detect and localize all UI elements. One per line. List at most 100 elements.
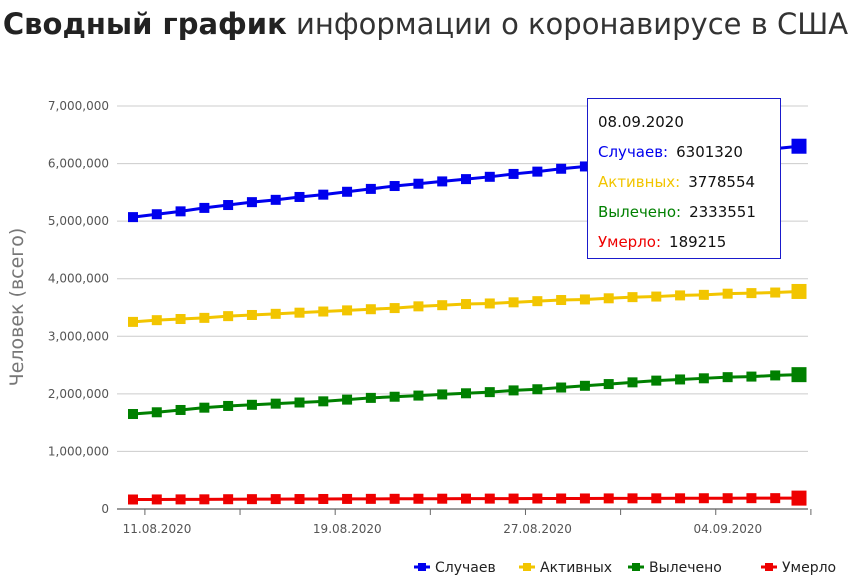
data-point: [175, 404, 186, 415]
data-point: [389, 493, 400, 504]
data-point: [246, 197, 257, 208]
data-point: [770, 493, 781, 504]
data-point: [342, 186, 353, 197]
data-point: [675, 493, 686, 504]
data-point: [318, 306, 329, 317]
data-point: [770, 287, 781, 298]
data-point: [556, 493, 567, 504]
data-point: [603, 293, 614, 304]
data-point: [199, 494, 210, 505]
data-point: [791, 138, 807, 154]
data-point: [318, 493, 329, 504]
data-point: [270, 194, 281, 205]
data-point: [413, 301, 424, 312]
data-point: [342, 394, 353, 405]
data-point: [746, 288, 757, 299]
y-tick-label: 5,000,000: [48, 214, 109, 228]
data-point: [437, 493, 448, 504]
data-point: [151, 315, 162, 326]
data-point: [199, 312, 210, 323]
y-tick-label: 6,000,000: [48, 157, 109, 171]
tooltip-row-recovered: Вылечено: 2333551: [598, 201, 770, 231]
data-point: [318, 396, 329, 407]
y-tick-label: 7,000,000: [48, 99, 109, 113]
data-point: [389, 181, 400, 192]
tooltip-value-recovered: 2333551: [689, 203, 756, 221]
data-point: [318, 189, 329, 200]
data-point: [223, 311, 234, 322]
x-axis: 11.08.2020 19.08.2020 27.08.2020 04.09.2020: [117, 508, 812, 536]
data-point: [532, 384, 543, 395]
data-point: [175, 494, 186, 505]
data-point: [128, 212, 138, 223]
data-point: [651, 291, 662, 302]
x-tick-label: 27.08.2020: [503, 522, 572, 536]
data-point: [791, 490, 807, 506]
legend-label: Вылечено: [649, 560, 722, 576]
data-point: [128, 494, 138, 505]
data-point: [270, 308, 281, 319]
legend-marker: [418, 563, 426, 571]
legend-label: Случаев: [435, 560, 496, 576]
tooltip-label-active: Активных:: [598, 173, 681, 191]
data-point: [698, 493, 709, 504]
tooltip-value-cases: 6301320: [676, 143, 743, 161]
data-point: [461, 388, 471, 399]
data-point: [413, 493, 424, 504]
legend-label: Активных: [540, 560, 612, 576]
data-point: [151, 209, 162, 220]
data-point: [698, 289, 709, 300]
legend-item: Умерло: [761, 560, 836, 576]
data-point: [294, 397, 305, 408]
data-point: [413, 390, 424, 401]
data-point: [365, 493, 376, 504]
data-point: [508, 168, 519, 179]
y-tick-label: 3,000,000: [48, 329, 109, 343]
tooltip-label-cases: Случаев:: [598, 143, 669, 161]
data-point: [579, 161, 590, 172]
tooltip-value-active: 3778554: [688, 173, 756, 191]
data-point: [246, 309, 257, 320]
data-point: [461, 174, 471, 185]
y-tick-label: 1,000,000: [48, 444, 109, 458]
data-point: [651, 493, 662, 504]
data-point: [484, 493, 495, 504]
data-point: [294, 191, 305, 202]
data-point: [532, 493, 543, 504]
x-tick-label: 04.09.2020: [693, 522, 762, 536]
tooltip-value-deaths: 189215: [669, 233, 727, 251]
data-point: [413, 178, 424, 189]
legend-marker: [765, 563, 773, 571]
data-point: [722, 288, 733, 299]
chart-title: Сводный график информации о коронавирусе…: [0, 4, 851, 44]
data-point: [175, 314, 186, 325]
data-point: [627, 292, 638, 303]
tooltip-row-deaths: Умерло: 189215: [598, 231, 770, 261]
series-1: [128, 283, 807, 327]
data-point: [698, 373, 709, 384]
series-layer: [128, 138, 807, 506]
data-point: [223, 494, 234, 505]
data-point: [461, 493, 471, 504]
chart-title-rest: информации о коронавирусе в США: [296, 7, 849, 41]
x-tick-label: 19.08.2020: [313, 522, 382, 536]
data-point: [199, 402, 210, 413]
data-point: [603, 493, 614, 504]
tooltip-date-text: 08.09.2020: [598, 113, 684, 131]
data-point: [508, 493, 519, 504]
data-point: [627, 493, 638, 504]
data-point: [532, 166, 543, 177]
data-point: [223, 200, 234, 211]
data-point: [437, 300, 448, 311]
data-point: [508, 297, 519, 308]
y-tick-label: 0: [101, 502, 109, 516]
data-point: [151, 494, 162, 505]
y-axis: 0 1,000,000 2,000,000 3,000,000 4,000,000 5,0…: [48, 99, 109, 516]
tooltip-date: 08.09.2020: [598, 111, 770, 141]
data-point: [246, 494, 257, 505]
data-point: [556, 382, 567, 393]
data-point: [389, 391, 400, 402]
data-point: [675, 290, 686, 301]
legend-marker: [523, 563, 531, 571]
series-3: [128, 490, 807, 506]
